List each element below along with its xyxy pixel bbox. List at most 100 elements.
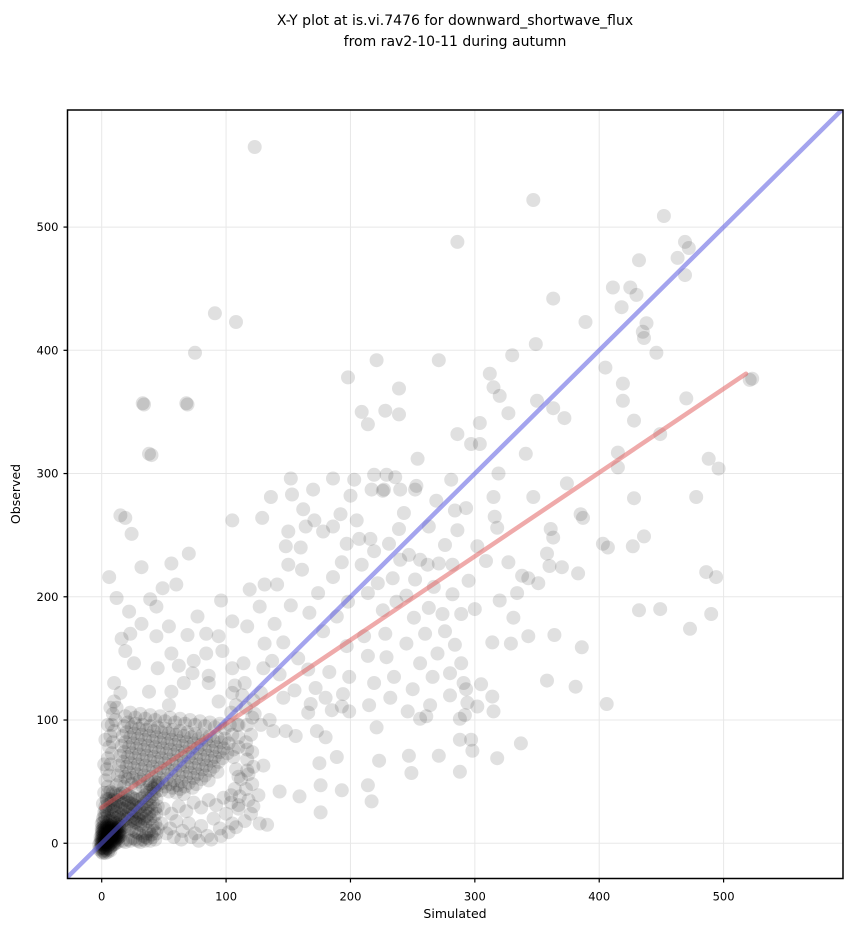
scatter-point (102, 570, 117, 585)
scatter-point (326, 471, 340, 486)
scatter-point (164, 732, 179, 747)
scatter-point (190, 609, 205, 624)
scatter-point (164, 806, 179, 821)
scatter-point (109, 825, 124, 840)
scatter-point (204, 753, 219, 768)
scatter-point (406, 610, 421, 625)
scatter-point (360, 778, 375, 793)
scatter-point (491, 466, 506, 481)
scatter-point (188, 726, 202, 741)
scatter-point (252, 816, 267, 831)
scatter-point (479, 554, 493, 568)
scatter-point (278, 539, 293, 554)
scatter-point (197, 768, 212, 783)
scatter-point (413, 711, 428, 726)
scatter-point (107, 820, 122, 835)
scatter-point (256, 661, 271, 676)
scatter-point (237, 676, 252, 690)
overlay-lines (67, 110, 843, 879)
scatter-point (540, 673, 554, 688)
scatter-point (542, 559, 557, 573)
scatter-point (135, 828, 150, 843)
scatter-point (372, 753, 387, 768)
scatter-point (313, 778, 328, 793)
scatter-point (571, 566, 586, 581)
scatter-point (117, 745, 132, 760)
scatter-point (266, 724, 281, 739)
scatter-point (114, 631, 129, 646)
scatter-point (191, 833, 206, 848)
grid-lines (67, 110, 843, 879)
scatter-point (97, 830, 112, 845)
scatter-point (174, 832, 189, 847)
scatter-point (159, 826, 174, 841)
scatter-point (450, 427, 465, 442)
scatter-point (205, 743, 220, 758)
scatter-point (144, 743, 159, 758)
scatter-point (183, 766, 197, 780)
scatter-point (450, 523, 465, 538)
scatter-point (107, 724, 122, 739)
x-axis-label: Simulated (423, 906, 486, 921)
scatter-point (474, 677, 489, 692)
one-to-one-line (67, 110, 843, 879)
scatter-point (382, 536, 396, 551)
scatter-point (148, 816, 163, 831)
scatter-point (207, 306, 222, 321)
scatter-point (244, 727, 258, 742)
scatter-point (130, 757, 145, 772)
scatter-point (132, 812, 146, 827)
scatter-point (247, 706, 262, 721)
scatter-point (115, 754, 130, 769)
scatter-point (98, 732, 113, 747)
scatter-point (260, 817, 275, 832)
scatter-point (100, 841, 115, 856)
scatter-point (229, 762, 243, 777)
scatter-point (364, 482, 379, 497)
scatter-point (742, 372, 757, 387)
scatter-point (124, 822, 139, 837)
scatter-point (559, 476, 574, 491)
scatter-point (122, 604, 137, 619)
scatter-point (600, 540, 615, 555)
scatter-point (133, 817, 148, 832)
scatter-point (185, 780, 200, 795)
scatter-point (184, 730, 199, 745)
scatter-point (306, 482, 321, 497)
scatter-point (490, 520, 505, 535)
scatter-point (354, 557, 369, 572)
scatter-point (134, 727, 149, 742)
scatter-point (419, 709, 434, 724)
scatter-point (429, 493, 444, 508)
scatter-point (615, 393, 630, 408)
scatter-point (135, 832, 150, 847)
scatter-point (202, 715, 217, 730)
scatter-point (95, 796, 110, 811)
scatter-point (178, 779, 192, 794)
scatter-point (401, 748, 416, 763)
scatter-point (245, 710, 260, 725)
scatter-point (95, 822, 110, 837)
scatter-point (95, 811, 110, 826)
scatter-point (176, 729, 191, 743)
y-tick-label: 500 (37, 220, 59, 234)
scatter-point (285, 487, 299, 502)
scatter-point (188, 345, 202, 360)
scatter-point (95, 815, 110, 830)
scatter-point (132, 826, 146, 841)
scatter-point (146, 823, 161, 838)
scatter-point (322, 665, 337, 679)
scatter-point (103, 811, 118, 826)
scatter-point (130, 731, 145, 746)
scatter-point (431, 353, 446, 368)
scatter-point (546, 291, 561, 306)
scatter-point (118, 644, 133, 658)
scatter-point (490, 751, 505, 766)
scatter-point (408, 482, 423, 497)
scatter-point (123, 833, 138, 848)
scatter-point (127, 823, 141, 838)
scatter-point (118, 735, 133, 750)
scatter-point (383, 690, 398, 705)
scatter-point (95, 820, 110, 835)
scatter-point (399, 636, 414, 651)
